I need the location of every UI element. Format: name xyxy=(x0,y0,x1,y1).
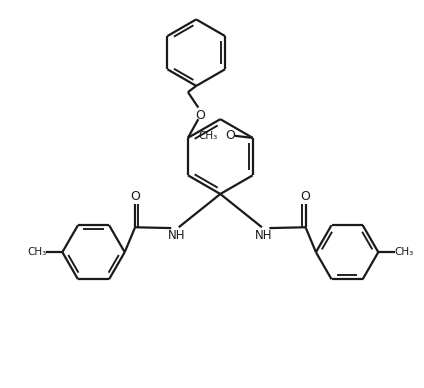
Text: O: O xyxy=(225,129,235,142)
Text: O: O xyxy=(195,109,205,121)
Text: O: O xyxy=(301,190,310,203)
Text: NH: NH xyxy=(168,229,185,242)
Text: CH₃: CH₃ xyxy=(394,247,414,257)
Text: NH: NH xyxy=(255,229,273,242)
Text: CH₃: CH₃ xyxy=(198,131,218,141)
Text: CH₃: CH₃ xyxy=(27,247,46,257)
Text: O: O xyxy=(130,190,140,203)
